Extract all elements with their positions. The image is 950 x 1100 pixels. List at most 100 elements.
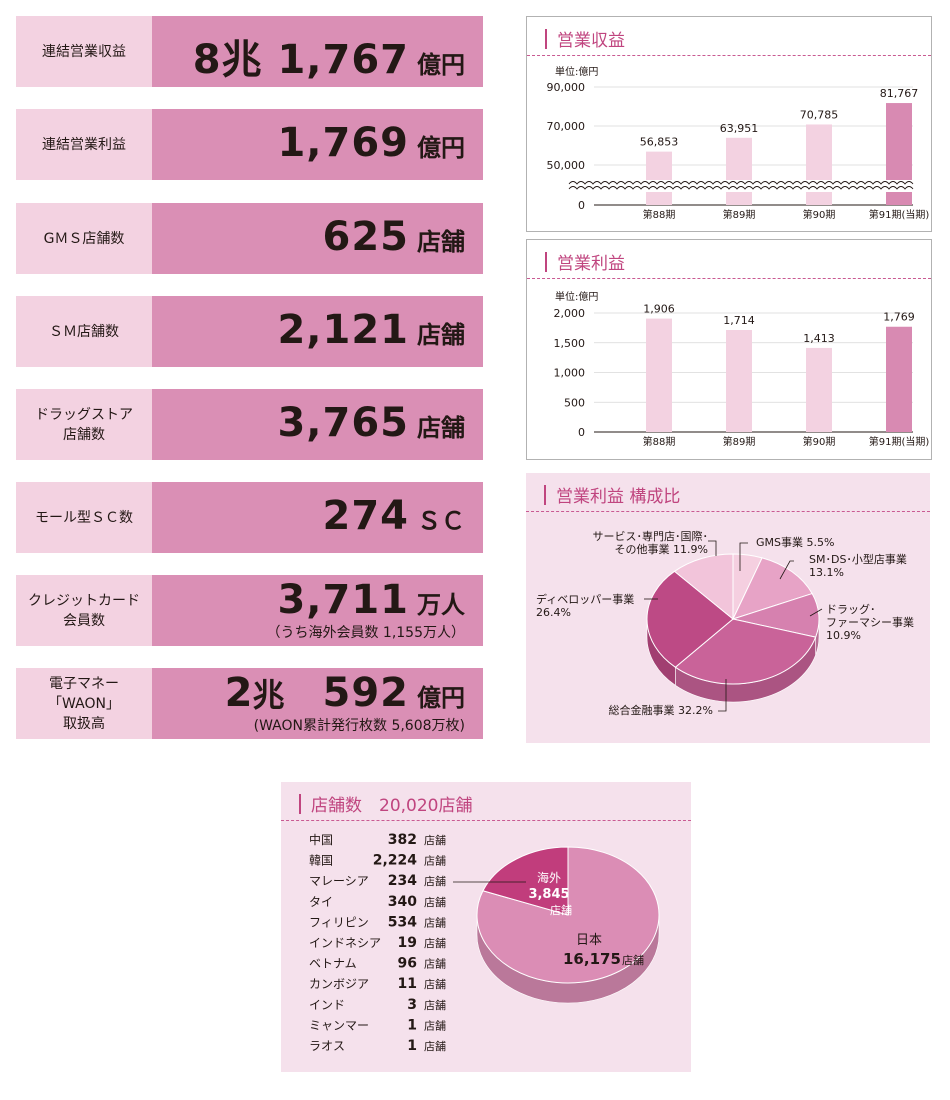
pie-slice — [482, 846, 569, 916]
revenue-chart-header: 営業収益 — [527, 17, 931, 56]
store-unit: 店舗 — [424, 915, 446, 929]
store-count: 234 — [388, 873, 417, 889]
profit-chart-header: 営業利益 — [527, 240, 931, 279]
bar — [646, 151, 672, 205]
kpi-value: 3,765 店舗 — [277, 400, 465, 446]
kpi-value: 8兆 1,767 億円 — [193, 27, 465, 85]
kpi-unit: 億円 — [417, 51, 465, 79]
kpi-value: 2,121 店舗 — [277, 307, 465, 353]
store-country: マレーシア — [309, 874, 369, 888]
kpi-value: 2兆 592 億円 — [225, 670, 465, 716]
store-country: ベトナム — [309, 957, 357, 971]
store-country: カンボジア — [309, 977, 369, 991]
profit-bar-chart: 単位:億円 0 500 1,000 1,500 2,000 1,906 第88期 1,714 第8… — [554, 290, 930, 448]
store-unit: 店舗 — [424, 998, 446, 1012]
store-country: 韓国 — [309, 854, 333, 868]
kpi-number: 1,769 — [277, 120, 409, 166]
x-tick-label: 第90期 — [803, 208, 836, 221]
kpi-value-box: 2,121 店舗 — [152, 296, 483, 367]
store-count-header: 店舗数 20,020店舗 — [281, 782, 691, 821]
kpi-row: 連結営業収益 8兆 1,767 億円 — [16, 16, 483, 87]
bar — [646, 318, 672, 432]
header-accent — [299, 794, 301, 814]
value-label: 1,413 — [803, 332, 835, 345]
store-count: 2,224 — [373, 853, 418, 869]
kpi-value-box: 625 店舗 — [152, 203, 483, 274]
bar — [806, 124, 832, 205]
value-label: 1,769 — [883, 311, 915, 324]
composition-chart-title: 営業利益 構成比 — [556, 487, 681, 507]
kpi-unit: 億円 — [417, 684, 465, 712]
axis-break-line — [568, 181, 914, 185]
kpi-value: 1,769 億円 — [277, 120, 465, 166]
kpi-value-box: 8兆 1,767 億円 — [152, 16, 483, 87]
store-country: ミャンマー — [309, 1018, 369, 1032]
y-tick-label: 90,000 — [547, 81, 586, 94]
unit-label: 単位:億円 — [555, 65, 598, 78]
store-unit: 店舗 — [424, 833, 446, 847]
profit-chart-title: 営業利益 — [557, 254, 625, 274]
store-count: 11 — [398, 976, 417, 992]
kpi-unit: 店舗 — [417, 228, 465, 256]
kpi-unit: ＳＣ — [417, 507, 465, 535]
kpi-value: 274 ＳＣ — [323, 493, 466, 539]
slice-unit-japan: 店舗 — [622, 953, 644, 967]
value-label: 81,767 — [880, 87, 919, 100]
x-tick-label: 第90期 — [803, 435, 836, 448]
leader-line — [718, 679, 727, 712]
revenue-chart-title: 営業収益 — [557, 31, 625, 51]
kpi-number: 3,711 — [277, 577, 409, 623]
y-tick-label: 70,000 — [547, 120, 586, 133]
kpi-row: GＭＳ店舗数 625 店舗 — [16, 203, 483, 274]
leader-line — [708, 540, 717, 556]
bar — [886, 326, 912, 432]
kpi-label: モール型ＳＣ数 — [16, 482, 152, 553]
y-tick-label: 2,000 — [554, 307, 586, 320]
kpi-number: 8兆 1,767 — [192, 37, 409, 83]
leader-line — [809, 608, 823, 617]
kpi-label: 連結営業利益 — [16, 109, 152, 180]
kpi-number: 592 — [322, 670, 409, 716]
store-count: 1 — [407, 1017, 417, 1033]
bar — [726, 137, 752, 205]
pie-slice — [674, 618, 817, 685]
slice-label: SM･DS･小型店事業 13.1% — [809, 552, 907, 579]
kpi-row: ＳＭ店舗数 2,121 店舗 — [16, 296, 483, 367]
pie-slice — [732, 557, 813, 620]
kpi-value-trillion: 2 — [224, 670, 253, 716]
slice-label: GMS事業 5.5% — [756, 536, 834, 549]
kpi-row: 連結営業利益 1,769 億円 — [16, 109, 483, 180]
store-country: インド — [309, 998, 345, 1012]
store-unit: 店舗 — [424, 957, 446, 971]
kpi-value-box: 1,769 億円 — [152, 109, 483, 180]
kpi-value: 3,711 万人 — [277, 577, 465, 623]
store-unit: 店舗 — [424, 1039, 446, 1053]
store-count: 1 — [407, 1038, 417, 1054]
y-tick-label: 0 — [578, 199, 585, 212]
value-label: 63,951 — [720, 122, 759, 135]
kpi-subtext: (WAON累計発行枚数 5,608万枚) — [253, 718, 465, 734]
header-accent — [545, 29, 547, 49]
kpi-value-box: 274 ＳＣ — [152, 482, 483, 553]
store-count-panel: 店舗数 20,020店舗 中国 382 店舗 韓国 2,224 店舗 マレーシア 234 店舗タ… — [281, 782, 691, 1072]
slice-label: サービス･専門店･国際･その他事業 11.9% — [593, 529, 709, 556]
slice-label: 総合金融事業 32.2% — [609, 703, 713, 717]
pie-slice — [476, 846, 660, 984]
slice-label-overseas: 海外 — [537, 870, 561, 885]
header-accent — [545, 252, 547, 272]
kpi-subtext: （うち海外会員数 1,155万人） — [266, 625, 465, 641]
store-count: 96 — [398, 956, 417, 972]
y-tick-label: 1,000 — [554, 367, 586, 380]
kpi-value-box: 3,711 万人 （うち海外会員数 1,155万人） — [152, 575, 483, 646]
store-unit: 店舗 — [424, 936, 446, 950]
slice-label: ドラッグ･ファーマシー事業 10.9% — [826, 602, 914, 642]
leader-line — [739, 542, 748, 571]
slice-value-japan: 16,175 — [563, 950, 621, 968]
x-tick-label: 第91期(当期) — [869, 208, 930, 221]
store-country: 中国 — [309, 832, 333, 847]
kpi-value: 625 店舗 — [323, 214, 466, 260]
store-count: 3 — [407, 997, 417, 1013]
kpi-unit: 店舗 — [417, 321, 465, 349]
slice-unit-overseas: 店舗 — [550, 903, 572, 917]
